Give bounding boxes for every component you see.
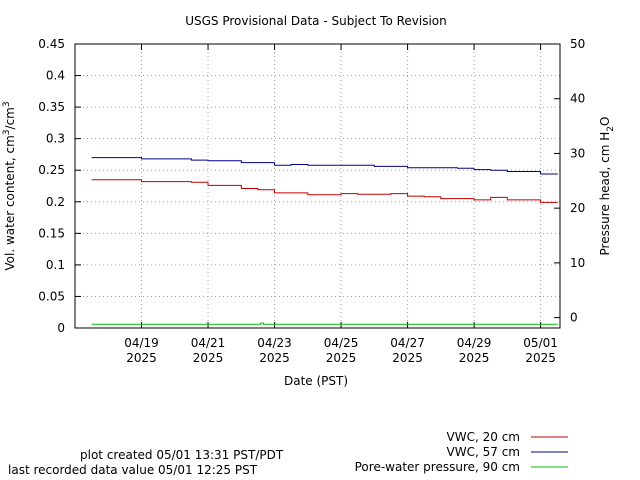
axes: 0 0.05 0.1 0.15 0.2 0.25 0.3 0.35 0.4 0.45 0 10 20 30… (38, 37, 585, 365)
x-tick-year-label: 2025 (525, 351, 556, 365)
x-tick-year-label: 2025 (193, 351, 224, 365)
x-tick-year-label: 2025 (326, 351, 357, 365)
y-tick-label: 0.05 (38, 289, 65, 303)
y2-tick-label: 0 (570, 311, 578, 325)
legend-label: VWC, 57 cm (447, 445, 520, 459)
y-tick-label: 0.4 (46, 69, 65, 83)
y-tick-label: 0.3 (46, 132, 65, 146)
y-tick-label: 0.35 (38, 100, 65, 114)
x-axis-label: Date (PST) (284, 374, 348, 388)
y-tick-label: 0.45 (38, 37, 65, 51)
y2-tick-label: 40 (570, 92, 585, 106)
y2-tick-label: 50 (570, 37, 585, 51)
x-tick-label: 04/19 (124, 336, 159, 350)
grid (75, 44, 560, 328)
y2-tick-label: 20 (570, 201, 585, 215)
plot-created-note: plot created 05/01 13:31 PST/PDT (80, 448, 284, 462)
y2-tick-label: 10 (570, 256, 585, 270)
series-line-1 (91, 179, 558, 203)
x-tick-label: 05/01 (523, 336, 558, 350)
x-tick-label: 04/27 (390, 336, 425, 350)
x-tick-label: 04/29 (457, 336, 492, 350)
legend-label: Pore-water pressure, 90 cm (355, 460, 520, 474)
y2-tick-label: 30 (570, 146, 585, 160)
plot-frame (74, 43, 561, 329)
x-tick-year-label: 2025 (392, 351, 423, 365)
y-tick-label: 0.25 (38, 163, 65, 177)
y-tick-label: 0.15 (38, 226, 65, 240)
y-tick-label: 0 (57, 321, 65, 335)
x-tick-year-label: 2025 (126, 351, 157, 365)
legend-label: VWC, 20 cm (447, 430, 520, 444)
x-tick-year-label: 2025 (459, 351, 490, 365)
x-tick-label: 04/21 (191, 336, 226, 350)
chart-title: USGS Provisional Data - Subject To Revis… (185, 14, 447, 28)
series-line-3 (91, 322, 558, 325)
y-tick-label: 0.2 (46, 195, 65, 209)
series-layer (91, 157, 558, 325)
x-tick-label: 04/23 (257, 336, 292, 350)
last-recorded-note: last recorded data value 05/01 12:25 PST (8, 463, 258, 477)
y-tick-label: 0.1 (46, 258, 65, 272)
x-tick-label: 04/25 (324, 336, 359, 350)
y-axis-label: Vol. water content, cm3/cm3 (2, 101, 17, 270)
x-tick-year-label: 2025 (259, 351, 290, 365)
series-line-2 (91, 157, 558, 175)
y2-axis-label: Pressure head, cm H2O (598, 117, 616, 256)
